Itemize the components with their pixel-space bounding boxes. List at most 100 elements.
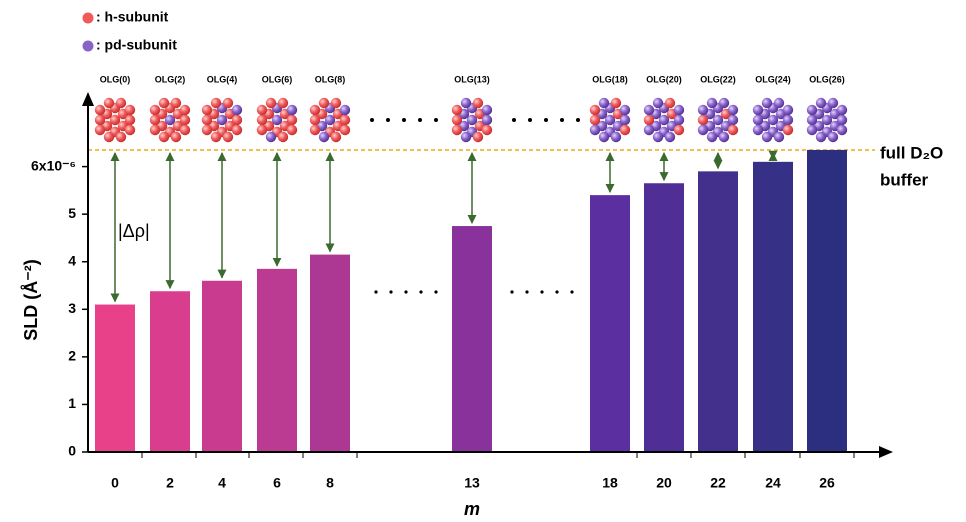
x-tick-label: 26 [819,475,835,491]
y-tick-label: 4 [68,252,76,268]
sphere [266,98,276,108]
sphere [482,125,492,135]
sphere [340,125,350,135]
sphere [774,132,784,142]
cluster-label: OLG(0) [100,74,131,84]
sphere [202,105,212,115]
sphere [783,105,793,115]
chart: : h-subunit: pd-subunit0123456x10⁻⁶SLD (… [0,0,966,522]
sphere [340,105,350,115]
sphere [116,98,126,108]
y-axis-label: SLD (Å⁻²) [21,259,41,340]
x-tick-label: 18 [602,475,618,491]
x-axis-arrow [879,446,893,458]
sphere [837,115,847,125]
cluster-label: OLG(6) [262,74,293,84]
sphere [340,115,350,125]
sphere [728,125,738,135]
sphere [816,132,826,142]
y-tick-label: 6x10⁻⁶ [31,157,76,173]
legend-marker [82,40,94,52]
cluster-label: OLG(22) [700,74,736,84]
sphere [125,125,135,135]
sphere [278,98,288,108]
y-tick-label: 5 [68,205,76,221]
cluster-label: OLG(20) [646,74,682,84]
sphere [95,115,105,125]
sphere [644,125,654,135]
sphere [753,105,763,115]
y-tick-label: 1 [68,395,76,411]
sphere [452,115,462,125]
sphere [665,132,675,142]
sphere [104,98,114,108]
sphere [828,98,838,108]
sphere [223,132,233,142]
bar [753,162,793,452]
cluster [202,98,242,142]
x-axis-label: m [464,499,480,519]
sphere [837,125,847,135]
cluster-label: OLG(18) [592,74,628,84]
x-tick-label: 8 [326,475,334,491]
sphere [753,115,763,125]
sphere [816,98,826,108]
y-axis-arrow [82,92,94,106]
sphere [310,125,320,135]
sphere [783,115,793,125]
sphere [698,115,708,125]
sphere [257,115,267,125]
sphere [331,98,341,108]
cluster [590,98,630,142]
sphere [611,98,621,108]
bar [452,226,492,452]
cluster [753,98,793,142]
sphere [707,132,717,142]
sphere [278,132,288,142]
bar [202,281,242,452]
bar [807,150,847,452]
sphere [644,115,654,125]
sphere [653,98,663,108]
sphere [482,105,492,115]
sphere [125,105,135,115]
sphere [482,115,492,125]
sphere [287,125,297,135]
cluster [807,98,847,142]
sphere [807,125,817,135]
x-tick-label: 2 [166,475,174,491]
reference-label: buffer [880,170,929,189]
bar [644,183,684,452]
sphere [116,132,126,142]
bar [590,195,630,452]
cluster-label: OLG(2) [155,74,186,84]
legend-label: : h-subunit [96,9,169,25]
sphere [211,98,221,108]
cluster-label: OLG(24) [755,74,791,84]
sphere [473,132,483,142]
sphere [599,98,609,108]
cluster [257,98,297,142]
sphere [150,105,160,115]
sphere [461,98,471,108]
sphere [753,125,763,135]
sphere [159,132,169,142]
sphere [171,132,181,142]
cluster-label: OLG(4) [207,74,238,84]
cluster-label: OLG(8) [315,74,346,84]
sphere [620,125,630,135]
x-tick-label: 20 [656,475,672,491]
sphere [783,125,793,135]
sphere [452,125,462,135]
sphere [807,105,817,115]
sphere [611,132,621,142]
sphere [257,125,267,135]
sphere [620,115,630,125]
sphere [180,125,190,135]
y-tick-label: 0 [68,443,76,459]
sphere [762,132,772,142]
sphere [473,98,483,108]
sphere [150,115,160,125]
sphere [159,98,169,108]
sphere [774,98,784,108]
